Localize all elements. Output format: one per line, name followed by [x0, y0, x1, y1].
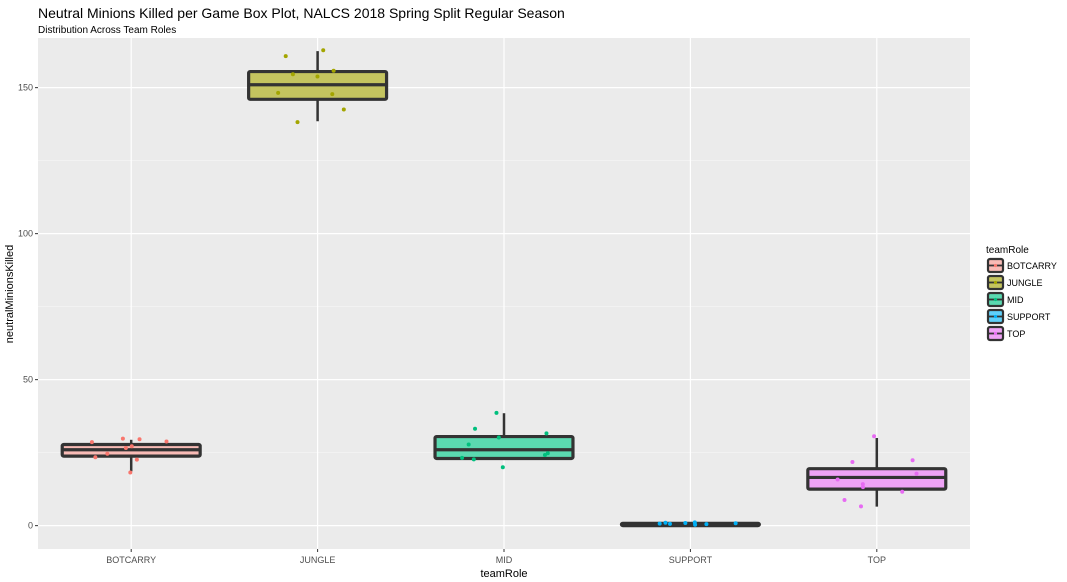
- data-point: [692, 520, 697, 525]
- data-point: [667, 521, 672, 526]
- x-tick-label: TOP: [868, 555, 886, 565]
- data-point: [315, 74, 320, 79]
- chart-title: Neutral Minions Killed per Game Box Plot…: [38, 5, 565, 21]
- legend-label: BOTCARRY: [1007, 261, 1057, 271]
- y-tick-label: 0: [28, 521, 33, 531]
- data-point: [129, 444, 134, 449]
- legend-key-point: [993, 263, 998, 268]
- y-tick-label: 50: [23, 375, 33, 385]
- data-point: [105, 451, 110, 456]
- data-point: [93, 455, 98, 460]
- data-point: [276, 90, 281, 95]
- data-point: [466, 442, 471, 447]
- data-point: [544, 431, 549, 436]
- y-tick-label: 100: [18, 229, 33, 239]
- data-point: [164, 439, 169, 444]
- data-point: [120, 436, 125, 441]
- legend-key-point: [993, 331, 998, 336]
- data-point: [471, 457, 476, 462]
- data-point: [657, 521, 662, 526]
- x-axis: BOTCARRY JUNGLE MID SUPPORT TOP: [106, 549, 886, 565]
- boxes: [60, 51, 948, 528]
- data-point: [860, 482, 865, 487]
- data-point: [914, 471, 919, 476]
- x-tick-label: JUNGLE: [300, 555, 336, 565]
- y-axis-title: neutralMinionsKilled: [4, 245, 16, 343]
- jitter-points: [89, 48, 919, 527]
- data-point: [123, 445, 128, 450]
- data-point: [900, 489, 905, 494]
- data-point: [704, 522, 709, 527]
- legend-key-point: [993, 314, 998, 319]
- data-point: [128, 470, 133, 475]
- data-point: [330, 92, 335, 97]
- legend-item-top: TOP: [986, 325, 1025, 342]
- chart-subtitle: Distribution Across Team Roles: [38, 25, 177, 36]
- data-point: [496, 435, 501, 440]
- data-point: [494, 410, 499, 415]
- legend: teamRole BOTCARRY JUNGLE MID SUPPORT TOP: [986, 245, 1057, 342]
- legend-title: teamRole: [986, 245, 1029, 256]
- data-point: [473, 426, 478, 431]
- legend-item-jungle: JUNGLE: [986, 274, 1043, 291]
- box-top: [806, 438, 948, 507]
- legend-label: MID: [1007, 295, 1024, 305]
- data-point: [134, 457, 139, 462]
- data-point: [663, 520, 668, 525]
- x-tick-label: MID: [496, 555, 513, 565]
- legend-label: TOP: [1007, 329, 1025, 339]
- box-support: [619, 521, 761, 528]
- y-tick-label: 150: [18, 83, 33, 93]
- data-point: [910, 458, 915, 463]
- data-point: [545, 451, 550, 456]
- legend-item-mid: MID: [986, 291, 1024, 308]
- x-tick-label: SUPPORT: [669, 555, 713, 565]
- data-point: [290, 72, 295, 77]
- x-tick-label: BOTCARRY: [106, 555, 156, 565]
- legend-key-point: [993, 297, 998, 302]
- data-point: [137, 437, 142, 442]
- data-point: [89, 440, 94, 445]
- data-point: [733, 521, 738, 526]
- data-point: [321, 48, 326, 53]
- box-iqr: [433, 434, 575, 461]
- data-point: [842, 497, 847, 502]
- box-mid: [433, 413, 575, 461]
- data-point: [860, 485, 865, 490]
- legend-label: SUPPORT: [1007, 312, 1051, 322]
- legend-key-point: [993, 280, 998, 285]
- y-axis: 0 50 100 150: [18, 83, 38, 531]
- data-point: [500, 465, 505, 470]
- data-point: [542, 452, 547, 457]
- data-point: [283, 54, 288, 59]
- x-axis-title: teamRole: [480, 568, 527, 580]
- data-point: [850, 459, 855, 464]
- data-point: [341, 107, 346, 112]
- data-point: [683, 521, 688, 526]
- legend-item-support: SUPPORT: [986, 308, 1051, 325]
- data-point: [858, 504, 863, 509]
- data-point: [331, 68, 336, 73]
- data-point: [460, 455, 465, 460]
- data-point: [872, 434, 877, 439]
- data-point: [835, 477, 840, 482]
- box-jungle: [247, 51, 389, 122]
- data-point: [295, 120, 300, 125]
- legend-item-botcarry: BOTCARRY: [986, 257, 1057, 274]
- legend-label: JUNGLE: [1007, 278, 1043, 288]
